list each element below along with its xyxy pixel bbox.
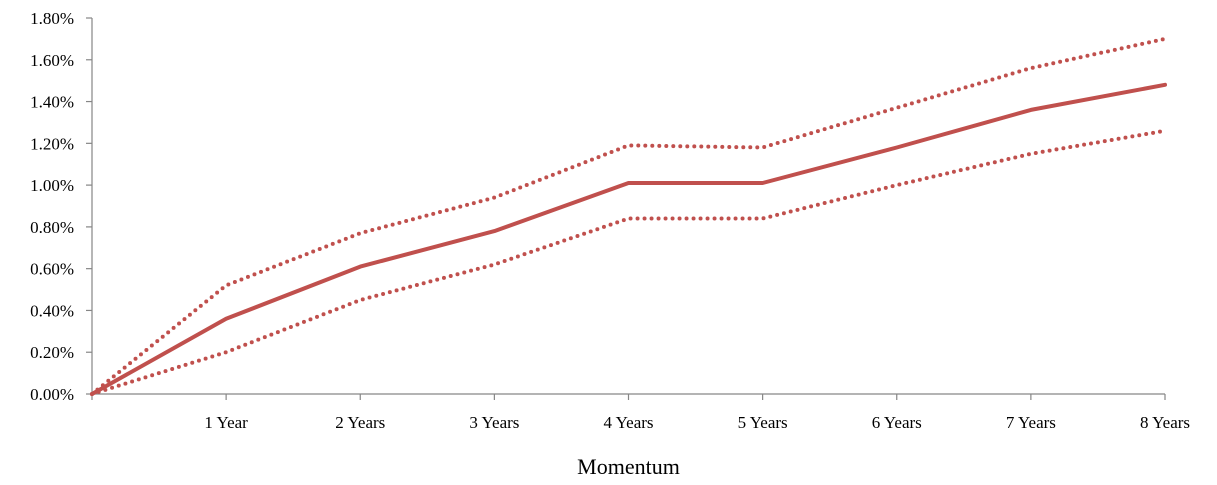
y-tick-label: 1.00% (30, 176, 74, 195)
y-tick-label: 0.60% (30, 260, 74, 279)
x-tick-label: 5 Years (738, 413, 788, 432)
x-axis: 1 Year 2 Years 3 Years 4 Years 5 Years 6 Year… (91, 393, 1190, 432)
y-tick-label: 0.40% (30, 301, 74, 320)
x-axis-title: Momentum (577, 454, 680, 479)
y-tick-label: 0.20% (30, 343, 74, 362)
y-tick-label: 1.40% (30, 93, 74, 112)
y-tick-label: 1.20% (30, 134, 74, 153)
x-tick-label: 2 Years (335, 413, 385, 432)
solid-series-line-1 (90, 82, 1167, 396)
x-tick-label: 1 Year (204, 413, 248, 432)
dotted-series-line-2 (90, 128, 1167, 396)
y-axis: 0.00% 0.20% 0.40% 0.60% 0.80% 1.00% 1.20% 1.40%… (30, 9, 93, 404)
x-tick-label: 6 Years (872, 413, 922, 432)
x-tick-label: 7 Years (1006, 413, 1056, 432)
x-tick-label: 4 Years (603, 413, 653, 432)
y-tick-label: 0.80% (30, 218, 74, 237)
x-tick-label: 3 Years (469, 413, 519, 432)
dotted-series-line-0 (90, 36, 1167, 396)
x-tick-label: 8 Years (1140, 413, 1190, 432)
y-tick-label: 1.80% (30, 9, 74, 28)
y-tick-label: 1.60% (30, 51, 74, 70)
series-lines (90, 36, 1167, 396)
y-tick-label: 0.00% (30, 385, 74, 404)
